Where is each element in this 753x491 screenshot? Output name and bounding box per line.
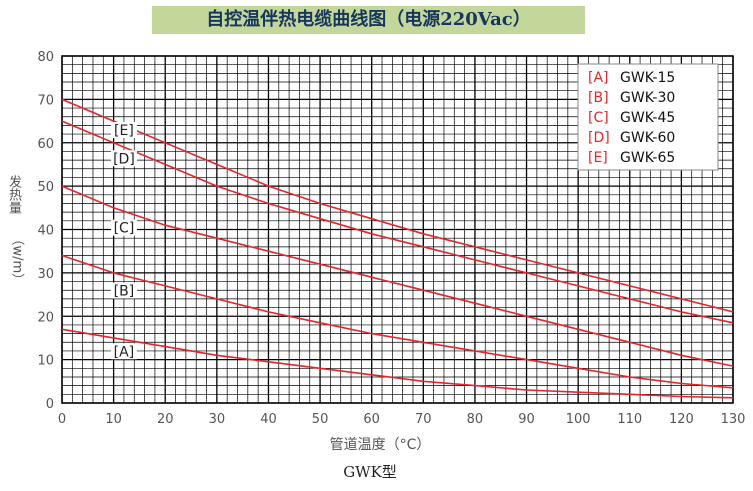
x-tick-label: 90 xyxy=(518,412,535,427)
x-tick-label: 100 xyxy=(566,412,591,427)
figure-caption: GWK型 xyxy=(343,463,397,481)
chart-inline-labels: [E] [D] [C] [B] [A] xyxy=(110,122,137,360)
series-line-gwk-45 xyxy=(61,185,734,367)
inline-label-bg xyxy=(110,343,137,360)
series-line-gwk-15 xyxy=(61,328,734,399)
chart-axes xyxy=(61,55,734,404)
y-axis-label: 发热量 （w/m） xyxy=(6,175,28,286)
y-tick-label: 60 xyxy=(37,137,54,152)
legend-tag: [C] xyxy=(588,110,609,126)
x-axis-label: 管道温度（°C） xyxy=(329,437,431,453)
inline-label-bg xyxy=(110,122,137,139)
y-tick-label: 40 xyxy=(37,224,54,239)
legend-entry: GWK-45 xyxy=(620,110,675,126)
y-tick-label: 70 xyxy=(37,93,54,108)
inline-series-label: [E] xyxy=(114,123,134,139)
x-tick-label: 110 xyxy=(617,412,642,427)
inline-series-label: [C] xyxy=(114,221,135,237)
y-tick-label: 20 xyxy=(37,310,54,325)
inline-label-bg xyxy=(110,219,137,236)
x-tick-label: 60 xyxy=(363,412,380,427)
x-tick-label: 40 xyxy=(260,412,277,427)
legend-entry: GWK-60 xyxy=(620,130,675,146)
chart-legend: [A] GWK-15 [B] GWK-30 [C] GWK-45 [D] GWK-60 [E] G… xyxy=(577,63,719,171)
inline-label-bg xyxy=(110,150,137,167)
chart-series xyxy=(61,98,734,399)
series-line-gwk-65 xyxy=(61,98,734,313)
y-axis-label-text: 发热量 xyxy=(6,175,21,214)
chart-tick-labels: 0 10 20 30 40 50 60 70 80 90 100 110 120 130 0 10 20 30 40… xyxy=(37,50,745,427)
chart-title: 自控温伴热电缆曲线图（电源220Vac） xyxy=(206,9,531,30)
legend-tag: [B] xyxy=(588,90,609,106)
x-tick-label: 80 xyxy=(467,412,484,427)
legend-tag: [D] xyxy=(588,130,610,146)
legend-entry: GWK-15 xyxy=(620,70,675,86)
y-tick-label: 30 xyxy=(37,267,54,282)
legend-entry: GWK-65 xyxy=(620,150,675,166)
x-tick-label: 70 xyxy=(415,412,432,427)
x-tick-label: 50 xyxy=(312,412,329,427)
legend-tag: [E] xyxy=(588,150,608,166)
inline-series-label: [D] xyxy=(113,151,135,167)
series-line-gwk-60 xyxy=(61,120,734,324)
inline-series-label: [A] xyxy=(114,344,135,360)
y-tick-label: 10 xyxy=(37,354,54,369)
x-tick-label: 130 xyxy=(721,412,746,427)
x-tick-label: 20 xyxy=(157,412,174,427)
title-banner: 自控温伴热电缆曲线图（电源220Vac） xyxy=(152,6,585,34)
legend-tag: [A] xyxy=(588,70,609,86)
x-tick-label: 120 xyxy=(669,412,694,427)
inline-label-bg xyxy=(110,282,137,299)
x-tick-label: 10 xyxy=(105,412,122,427)
y-tick-label: 50 xyxy=(37,180,54,195)
y-tick-label: 80 xyxy=(37,50,54,65)
y-tick-label: 0 xyxy=(46,397,54,412)
plot-area-border xyxy=(61,55,734,404)
x-tick-label: 30 xyxy=(209,412,226,427)
legend-box xyxy=(577,63,719,171)
inline-series-label: [B] xyxy=(114,284,135,300)
legend-entry: GWK-30 xyxy=(620,90,675,106)
series-line-gwk-30 xyxy=(61,254,734,389)
x-tick-label: 0 xyxy=(58,412,66,427)
